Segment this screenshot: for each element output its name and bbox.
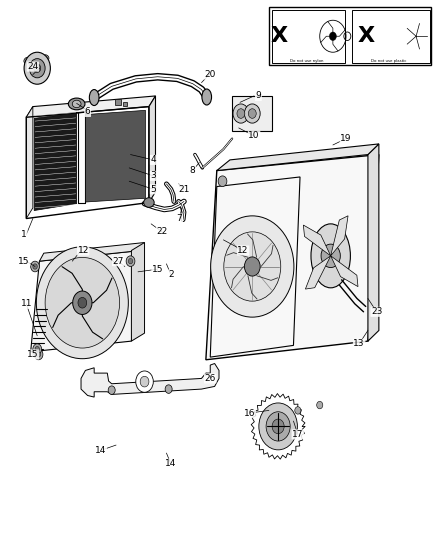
Text: 23: 23 (371, 308, 382, 316)
Text: 22: 22 (156, 228, 168, 236)
Polygon shape (31, 251, 140, 352)
Circle shape (33, 264, 37, 269)
Polygon shape (81, 364, 219, 397)
Text: 11: 11 (21, 300, 32, 308)
Text: 12: 12 (78, 246, 89, 255)
Circle shape (272, 419, 284, 434)
Circle shape (45, 257, 120, 348)
Bar (115, 99, 121, 105)
Polygon shape (39, 243, 145, 261)
Ellipse shape (89, 90, 99, 106)
Ellipse shape (144, 198, 154, 207)
Polygon shape (85, 110, 145, 202)
Circle shape (317, 401, 323, 409)
Circle shape (266, 411, 290, 441)
Circle shape (78, 297, 87, 308)
Circle shape (24, 52, 50, 84)
Polygon shape (206, 155, 379, 360)
Polygon shape (149, 96, 155, 203)
Circle shape (224, 232, 281, 301)
Circle shape (34, 64, 41, 72)
Circle shape (218, 176, 227, 187)
Circle shape (73, 291, 92, 314)
Ellipse shape (202, 89, 212, 105)
Text: 5: 5 (150, 185, 156, 193)
Text: 20: 20 (205, 70, 216, 79)
Circle shape (33, 344, 42, 354)
Circle shape (259, 403, 297, 450)
Text: 10: 10 (248, 132, 260, 140)
Text: Do not use plastic: Do not use plastic (371, 59, 406, 63)
Text: 15: 15 (152, 265, 163, 273)
Text: 21: 21 (178, 185, 190, 193)
Circle shape (237, 109, 245, 118)
Text: 15: 15 (27, 350, 39, 359)
Polygon shape (26, 107, 33, 219)
Text: 27: 27 (113, 257, 124, 265)
Text: 15: 15 (18, 257, 30, 265)
Text: 19: 19 (340, 134, 352, 143)
Text: 2: 2 (168, 270, 173, 279)
Text: 17: 17 (292, 430, 304, 439)
Text: 12: 12 (237, 246, 249, 255)
Circle shape (36, 247, 128, 359)
Circle shape (233, 104, 249, 123)
Text: 16: 16 (244, 409, 255, 417)
Ellipse shape (311, 224, 350, 288)
Circle shape (136, 371, 153, 392)
Circle shape (165, 385, 172, 393)
Text: 1: 1 (21, 230, 27, 239)
Text: Do not use nylon: Do not use nylon (290, 59, 323, 63)
Ellipse shape (43, 55, 49, 60)
Bar (232, 96, 272, 131)
Text: 14: 14 (95, 446, 106, 455)
Polygon shape (368, 144, 379, 341)
Text: 24: 24 (27, 62, 39, 71)
Circle shape (140, 376, 149, 387)
Circle shape (29, 59, 45, 78)
Polygon shape (305, 256, 331, 289)
Text: 3: 3 (150, 172, 156, 180)
Polygon shape (217, 144, 379, 171)
Circle shape (329, 32, 336, 41)
Bar (269, 7, 431, 65)
Bar (272, 10, 345, 63)
Text: 4: 4 (151, 156, 156, 164)
Circle shape (248, 109, 256, 118)
Ellipse shape (68, 98, 85, 110)
Bar (352, 10, 430, 63)
Bar (123, 102, 127, 106)
Text: 6: 6 (85, 108, 91, 116)
Circle shape (244, 257, 260, 276)
Text: 26: 26 (205, 374, 216, 383)
Circle shape (126, 256, 135, 266)
Circle shape (321, 244, 340, 268)
Polygon shape (331, 256, 358, 287)
Circle shape (36, 352, 41, 357)
Text: X: X (357, 26, 375, 46)
Polygon shape (131, 243, 145, 341)
Circle shape (244, 104, 260, 123)
Text: 9: 9 (255, 92, 261, 100)
Circle shape (211, 216, 294, 317)
Ellipse shape (72, 100, 81, 108)
Text: 8: 8 (190, 166, 196, 175)
Circle shape (108, 386, 115, 394)
Polygon shape (304, 225, 331, 256)
Circle shape (34, 349, 43, 360)
Polygon shape (26, 96, 155, 117)
Text: 7: 7 (177, 214, 183, 223)
Text: 14: 14 (165, 459, 177, 468)
Circle shape (31, 261, 39, 272)
Circle shape (295, 407, 301, 414)
Ellipse shape (24, 57, 30, 63)
Circle shape (35, 346, 39, 352)
Text: X: X (271, 26, 288, 46)
Text: 13: 13 (353, 340, 365, 348)
Polygon shape (331, 216, 348, 256)
Polygon shape (34, 113, 77, 211)
Circle shape (128, 259, 133, 264)
